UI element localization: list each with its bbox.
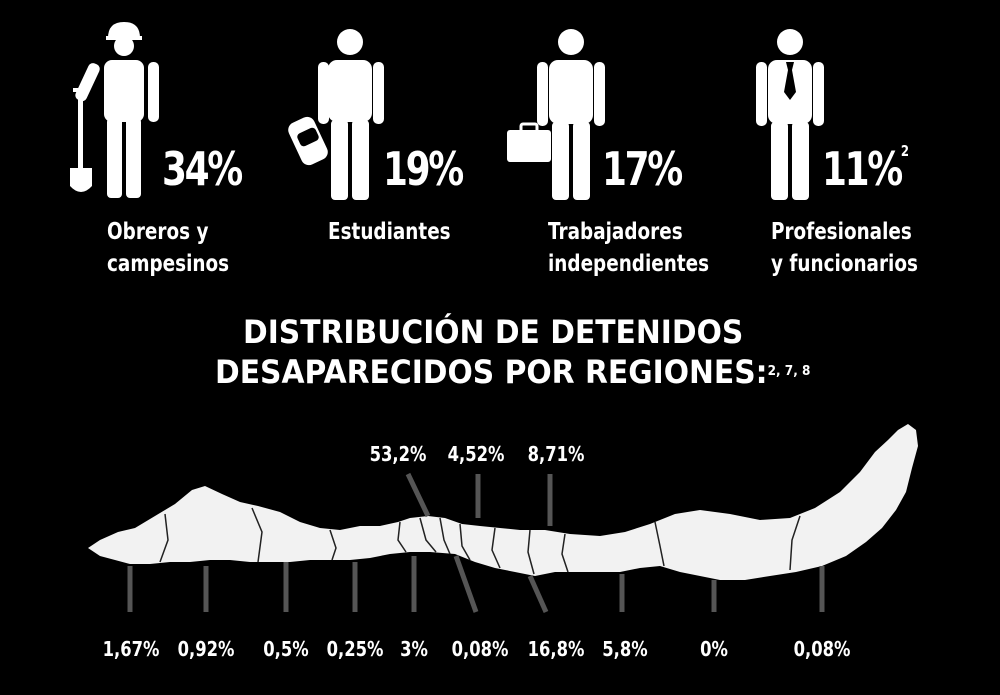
region-value-label: 0,92% <box>178 639 235 662</box>
region-value-label: 0,08% <box>452 639 509 662</box>
title-footnotes: 2, 7, 8 <box>767 364 811 379</box>
worker-with-briefcase-icon <box>507 29 605 200</box>
region-value-label: 8,71% <box>528 444 585 467</box>
student-with-backpack-icon <box>288 29 384 200</box>
region-value-label: 3% <box>400 639 428 662</box>
label-trabajadores: Trabajadores independientes <box>548 219 710 277</box>
region-value-label: 1,67% <box>103 639 160 662</box>
label-profesionales: Profesionales y funcionarios <box>771 219 918 277</box>
region-value-label: 4,52% <box>448 444 505 467</box>
leader-line <box>405 472 431 518</box>
leader-line <box>453 555 479 613</box>
region-value-label: 5,8% <box>602 639 647 662</box>
leader-lines <box>127 472 825 614</box>
region-value-label: 0,25% <box>327 639 384 662</box>
leader-line <box>527 574 549 614</box>
map-title-line1: DISTRIBUCIÓN DE DETENIDOS <box>243 313 744 351</box>
percent-trabajadores: 17% <box>602 142 683 196</box>
region-labels: 53,2% 4,52% 8,71% 1,67% 0,92% 0,5% 0,25% 3% 0,08… <box>103 444 851 662</box>
chile-map-shape <box>88 424 918 580</box>
region-value-label: 0,08% <box>794 639 851 662</box>
region-value-label: 16,8% <box>528 639 585 662</box>
region-value-label: 0% <box>700 639 728 662</box>
region-value-label: 53,2% <box>370 444 427 467</box>
label-obreros: Obreros y campesinos <box>107 219 230 277</box>
region-borders <box>159 507 801 575</box>
percent-profesionales: 11%2 <box>822 142 910 196</box>
professional-with-tie-icon <box>756 29 824 200</box>
percent-estudiantes: 19% <box>383 142 464 196</box>
footnote-marker: 2 <box>900 142 910 160</box>
percent-obreros: 34% <box>162 142 243 196</box>
region-value-label: 0,5% <box>263 639 308 662</box>
worker-with-shovel-icon <box>70 22 159 198</box>
map-title-line2: DESAPARECIDOS POR REGIONES:2, 7, 8 <box>215 353 811 391</box>
label-estudiantes: Estudiantes <box>328 219 451 245</box>
